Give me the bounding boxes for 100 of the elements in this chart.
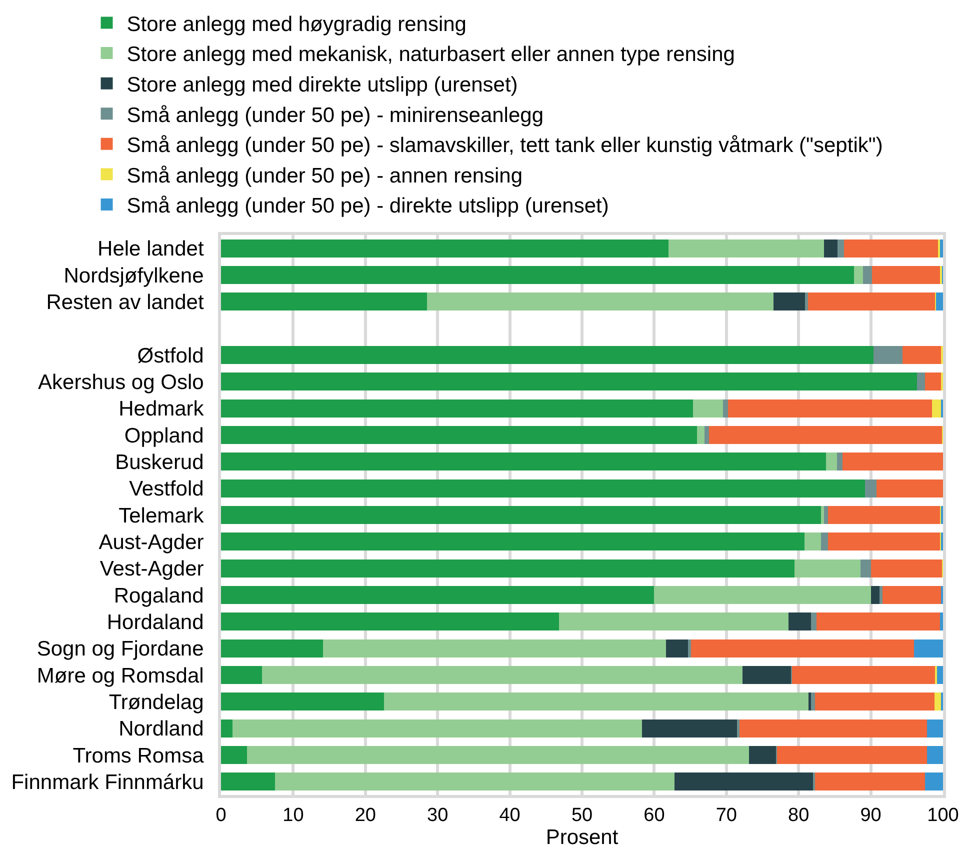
legend-label: Store anlegg med mekanisk, naturbasert eller annen type rensing — [126, 43, 735, 66]
bar — [221, 292, 427, 311]
bar — [221, 772, 276, 791]
y-tick-label: Oppland — [124, 424, 204, 448]
bar — [221, 532, 804, 551]
y-tick-label: Hordaland — [106, 611, 204, 634]
legend-label: Små anlegg (under 50 pe) - minirenseanlegg — [126, 104, 544, 127]
legend-label: Små anlegg (under 50 pe) - slamavskiller, tett tank eller kunstig våtmark ("septik") — [126, 134, 883, 158]
bar — [668, 239, 824, 258]
x-tick-label: 20 — [354, 804, 376, 826]
bar — [642, 719, 738, 738]
x-tick-label: 40 — [499, 804, 520, 826]
bar — [773, 292, 806, 311]
bar — [426, 292, 774, 311]
bar — [221, 452, 826, 471]
bar — [804, 532, 821, 551]
bar — [838, 239, 844, 258]
bar — [865, 479, 877, 498]
bar — [221, 266, 854, 284]
bar — [844, 239, 938, 258]
y-tick-label: Nordland — [118, 718, 204, 741]
y-tick-label: Hedmark — [118, 398, 204, 421]
bar — [826, 452, 837, 471]
bar — [815, 772, 925, 791]
y-tick-label: Møre og Romsdal — [36, 664, 204, 688]
bar — [924, 772, 943, 791]
legend-label: Store anlegg med direkte utslipp (urenset) — [126, 74, 518, 97]
bar — [693, 399, 723, 418]
bar — [558, 612, 788, 631]
bar — [221, 399, 694, 418]
bar — [810, 692, 816, 711]
bar — [792, 666, 936, 684]
bar — [824, 239, 838, 258]
bar — [221, 479, 866, 498]
bar — [805, 292, 808, 311]
bar — [221, 506, 821, 524]
bar — [870, 559, 942, 578]
bar — [854, 266, 863, 284]
bar — [696, 426, 705, 444]
bar — [275, 772, 674, 791]
x-tick-label: 50 — [571, 804, 593, 826]
bar — [722, 399, 728, 418]
bar — [810, 612, 817, 631]
bar — [794, 559, 861, 578]
bar — [842, 452, 943, 471]
y-tick-label: Vestfold — [129, 478, 204, 501]
legend-label: Små anlegg (under 50 pe) - direkte utslipp (urenset) — [126, 194, 609, 218]
y-tick-label: Telemark — [118, 504, 204, 528]
bar — [882, 586, 942, 604]
bar — [728, 399, 932, 418]
bar — [788, 612, 811, 631]
bar — [709, 426, 942, 444]
bar — [862, 266, 872, 284]
bar — [808, 292, 936, 311]
bar — [384, 692, 809, 711]
x-tick-label: 90 — [860, 804, 882, 826]
bar — [221, 559, 794, 578]
x-tick-label: 60 — [644, 804, 665, 826]
y-tick-label: Akershus og Oslo — [38, 371, 204, 394]
bar — [221, 426, 697, 444]
x-tick-label: 80 — [788, 804, 810, 826]
x-tick-label: 0 — [216, 804, 226, 826]
bar — [221, 746, 247, 764]
bar — [872, 266, 941, 284]
bar — [914, 639, 943, 658]
bar — [742, 666, 792, 684]
bar — [927, 746, 943, 764]
bar — [221, 346, 874, 364]
bar — [704, 426, 710, 444]
bar — [221, 639, 323, 658]
bar — [870, 586, 880, 604]
bar — [322, 639, 666, 658]
bar — [739, 719, 928, 738]
bar — [836, 452, 843, 471]
bar — [816, 612, 940, 631]
bar — [820, 506, 824, 524]
y-tick-label: Finnmark Finnmárku — [11, 771, 204, 794]
bar — [902, 346, 942, 364]
bar — [924, 372, 941, 391]
bar — [934, 692, 942, 711]
x-tick-label: 30 — [427, 804, 448, 826]
bar — [828, 506, 940, 524]
x-tick-label: 10 — [282, 804, 304, 826]
bar — [824, 506, 828, 524]
bar — [221, 612, 559, 631]
y-tick-label: Buskerud — [115, 451, 204, 474]
bar — [828, 532, 940, 551]
bar — [937, 666, 943, 684]
x-tick-label: 100 — [927, 804, 959, 826]
bar — [932, 399, 941, 418]
bar — [221, 372, 918, 391]
bar — [927, 719, 943, 738]
bar — [262, 666, 742, 684]
legend-label: Små anlegg (under 50 pe) - annen rensing — [126, 164, 523, 188]
bar — [860, 559, 871, 578]
bar — [221, 692, 384, 711]
y-tick-label: Rogaland — [114, 584, 204, 608]
y-tick-label: Østfold — [137, 344, 204, 368]
legend-label: Store anlegg med høygradig rensing — [126, 12, 466, 36]
y-tick-label: Troms Romsa — [72, 744, 204, 768]
